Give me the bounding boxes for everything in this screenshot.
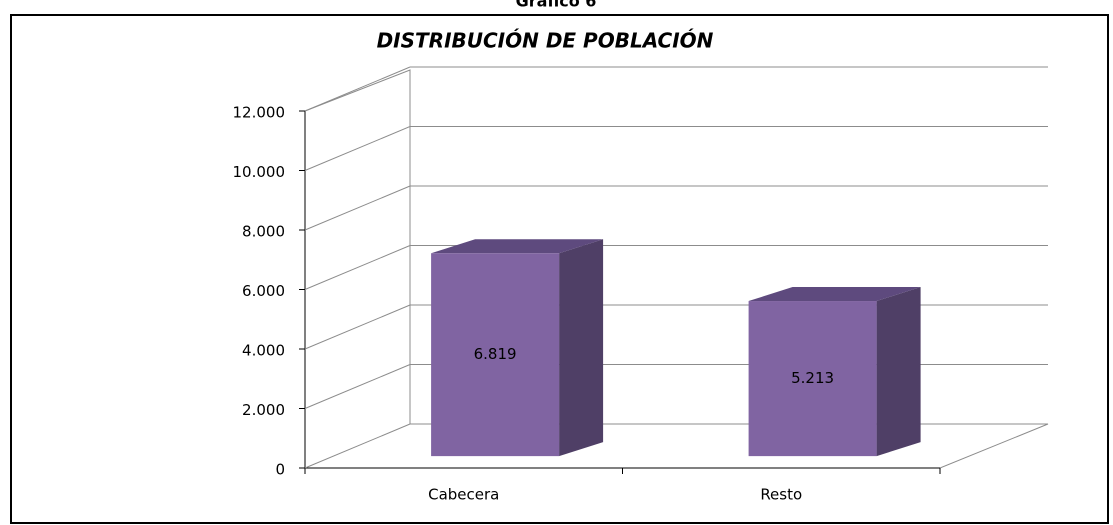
y-tick-label: 4.000: [242, 342, 285, 360]
data-label: 5.213: [791, 369, 834, 387]
header: Gráfico 6: [516, 0, 597, 11]
y-tick-label: 2.000: [242, 401, 285, 419]
x-tick-label: Resto: [760, 486, 802, 504]
y-tick-label: 10.000: [233, 163, 286, 181]
grid-line: [304, 185, 411, 231]
data-label: 6.819: [474, 345, 517, 363]
grid-line: [304, 304, 411, 350]
y-tick-label: 8.000: [242, 223, 285, 241]
bar: [748, 301, 877, 457]
x-tick-label: Cabecera: [428, 486, 499, 504]
grid-line: [304, 126, 411, 171]
bar: [431, 253, 560, 457]
grid-line: [304, 364, 411, 409]
bar-side: [876, 287, 921, 457]
chart-title: DISTRIBUCIÓN DE POBLACIÓN: [377, 29, 714, 53]
y-tick-label: 6.000: [242, 282, 285, 300]
grid-line: [304, 245, 411, 290]
bar-side: [559, 239, 604, 457]
grid-line: [304, 66, 411, 112]
grid-line: [304, 423, 411, 469]
y-tick-label: 12.000: [233, 104, 286, 122]
bar-top: [431, 239, 604, 254]
y-tick-label: 0: [275, 461, 285, 479]
bar-top: [748, 287, 921, 302]
